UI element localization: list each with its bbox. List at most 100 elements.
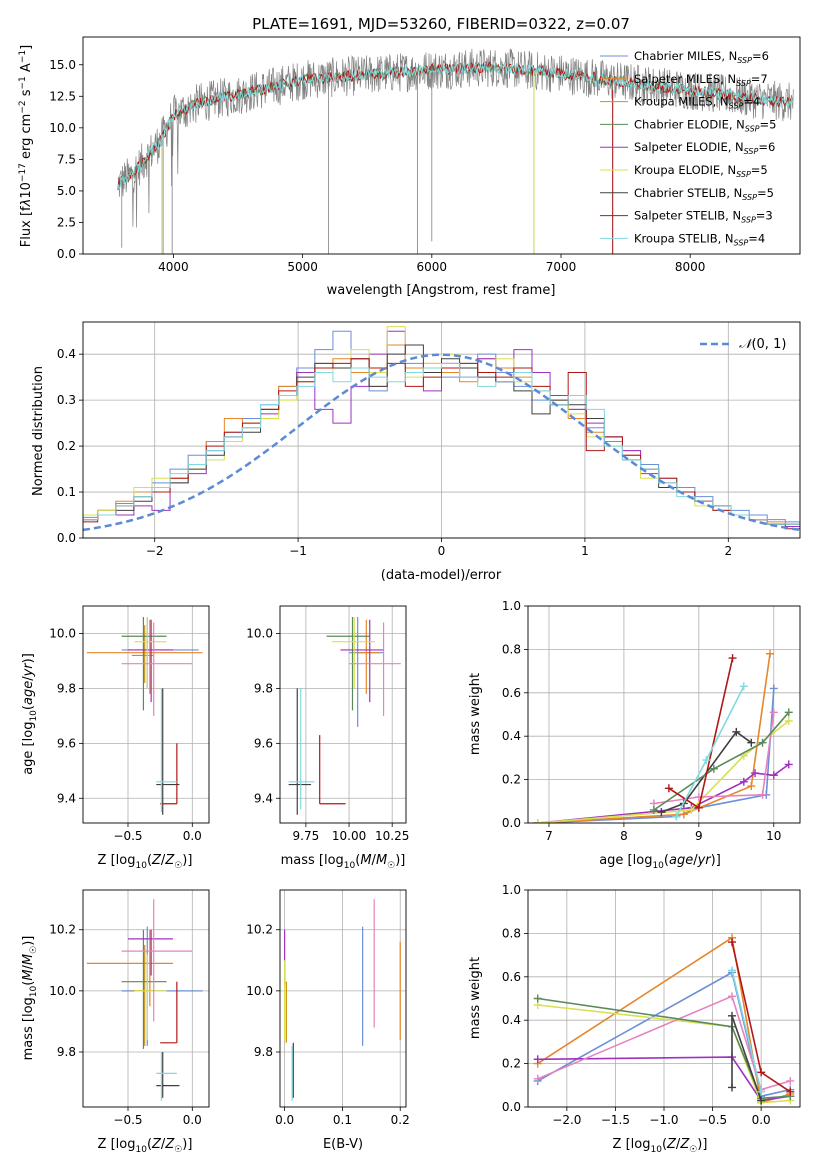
y-tick-label: 10.2: [246, 923, 273, 937]
y-tick-label: 5.0: [57, 184, 76, 198]
mass-z-xlabel: Z [log10(Z/Z☉)]: [98, 1137, 193, 1155]
x-tick-label: 2: [724, 544, 732, 558]
weight-point-marker: [728, 1083, 736, 1092]
weight-point-marker: [769, 708, 778, 717]
weight-point-marker: [747, 782, 756, 791]
axes-frame: [279, 605, 407, 824]
age-ylabel: age [log10(age/yr)]: [21, 653, 39, 775]
normal-legend-label: 𝒩(0, 1): [739, 337, 786, 352]
weight-point-marker: [687, 805, 696, 814]
weight-point-marker: [766, 649, 775, 658]
histogram-series: [83, 362, 800, 525]
y-tick-label: 9.8: [254, 1045, 273, 1059]
y-tick-label: 0.2: [502, 1057, 521, 1071]
x-tick-label: 6000: [417, 260, 448, 274]
x-tick-label: 10.00: [332, 829, 366, 843]
legend-label: Kroupa ELODIE, NSSP=5: [634, 163, 768, 179]
legend-label: Salpeter MILES, NSSP=7: [634, 72, 768, 88]
y-tick-label: 10.2: [49, 923, 76, 937]
weight-point-marker: [728, 966, 736, 975]
spectrum-plot-area: 4000 5000 6000 7000 8000 0.0 2.5 5.0 7.5 10.0 12.5…: [49, 36, 801, 274]
residual-panel: −2 −1 0 1 2 0.0 0.1 0.2 0.3 0.4 (data-model)/erro…: [31, 321, 801, 583]
weight-point-marker: [747, 738, 756, 747]
weight-point-marker: [786, 1087, 795, 1096]
y-tick-label: 9.6: [57, 736, 76, 750]
spectrum-ylabel: Flux [fλ10−17 erg cm−2 s−1 A−1]: [18, 45, 34, 247]
weight-point-marker: [533, 1055, 542, 1064]
x-tick-label: −2: [146, 544, 164, 558]
weight-point-marker: [784, 708, 793, 717]
y-tick-label: 9.6: [254, 736, 273, 750]
x-tick-label: 0.0: [275, 1113, 294, 1127]
y-tick-label: 0.0: [57, 247, 76, 261]
axes-frame: [527, 605, 801, 824]
y-tick-label: 10.0: [246, 626, 273, 640]
y-tick-label: 0.8: [502, 642, 521, 656]
age-vs-metallicity-panel: −0.5 0.0 9.4 9.6 9.8 10.0 Z [log10(Z/Z☉)] age…: [21, 605, 210, 871]
axes-frame: [82, 321, 801, 539]
x-tick-label: −0.5: [113, 1113, 142, 1127]
residual-legend: 𝒩(0, 1): [700, 337, 786, 352]
y-tick-label: 0.3: [57, 393, 76, 407]
x-tick-label: 7: [545, 829, 553, 843]
legend-value: =6: [752, 49, 769, 63]
weight-series-line: [537, 995, 791, 1091]
x-tick-label: −0.5: [698, 1113, 727, 1127]
weight-point-marker: [784, 760, 793, 769]
y-tick-label: 12.5: [49, 89, 76, 103]
weight-point-marker: [728, 992, 736, 1001]
x-tick-label: 9: [695, 829, 703, 843]
x-tick-label: 0.0: [183, 829, 202, 843]
y-tick-label: 9.8: [57, 1045, 76, 1059]
axes-frame: [82, 36, 801, 255]
age-vs-mass-panel: 9.75 10.00 10.25 9.4 9.6 9.8 10.0 mass [log10(…: [246, 605, 409, 871]
weight-point-marker: [784, 717, 793, 726]
mass-weight-vs-age-plot-area: 7 8 9 10 0.0 0.2 0.4 0.6 0.8 1.0: [502, 599, 801, 843]
legend-value: =3: [756, 209, 773, 223]
weight-series-line: [668, 657, 734, 810]
y-tick-label: 7.5: [57, 152, 76, 166]
weight-point-marker: [533, 994, 542, 1003]
mass-weight-vs-age-panel: 7 8 9 10 0.0 0.2 0.4 0.6 0.8 1.0 age [log10(age/y…: [468, 599, 801, 871]
histogram-lines: [83, 326, 800, 532]
residual-plot-area: −2 −1 0 1 2 0.0 0.1 0.2 0.3 0.4: [57, 321, 801, 558]
weight-point-marker: [786, 1076, 795, 1085]
weight-series-line: [731, 970, 762, 1092]
legend-value: =5: [760, 117, 777, 131]
y-tick-label: 9.8: [254, 681, 273, 695]
x-tick-label: 1: [581, 544, 589, 558]
residual-ylabel: Normed distribution: [31, 366, 46, 496]
x-tick-label: −1.0: [649, 1113, 678, 1127]
weight-series-line: [537, 1056, 791, 1102]
y-tick-label: 10.0: [49, 121, 76, 135]
legend-subscript: SSP: [742, 193, 757, 202]
mw-age-ylabel: mass weight: [468, 673, 483, 755]
legend-label: Chabrier MILES, NSSP=6: [634, 49, 769, 65]
legend-value: =7: [751, 72, 768, 86]
legend-label: Chabrier ELODIE, NSSP=5: [634, 117, 776, 133]
mass-vs-metallicity-plot-area: −0.5 0.0 9.8 10.0 10.2: [49, 889, 210, 1127]
y-tick-label: 0.6: [502, 970, 521, 984]
y-tick-label: 0.8: [502, 926, 521, 940]
y-tick-label: 0.0: [502, 1100, 521, 1114]
y-tick-label: 1.0: [502, 883, 521, 897]
weight-point-marker: [758, 790, 767, 799]
weight-series-line: [653, 711, 790, 811]
legend-subscript: SSP: [729, 102, 744, 111]
legend-subscript: SSP: [745, 124, 760, 133]
y-tick-label: 0.4: [502, 1013, 521, 1027]
weight-point-marker: [769, 771, 778, 780]
weight-point-marker: [732, 727, 741, 736]
weight-point-marker: [709, 764, 718, 773]
ebv-xlabel: E(B-V): [323, 1137, 363, 1152]
y-tick-label: 9.4: [254, 791, 273, 805]
x-tick-label: 10: [766, 829, 781, 843]
weight-point-marker: [728, 654, 737, 663]
weight-point-marker: [728, 938, 736, 947]
error-bars: [86, 899, 203, 1101]
mw-z-xlabel: Z [log10(Z/Z☉)]: [613, 1137, 708, 1155]
y-tick-label: 0.1: [57, 485, 76, 499]
x-tick-label: 4000: [158, 260, 189, 274]
histogram-series: [83, 330, 800, 523]
x-tick-label: −2.0: [552, 1113, 581, 1127]
